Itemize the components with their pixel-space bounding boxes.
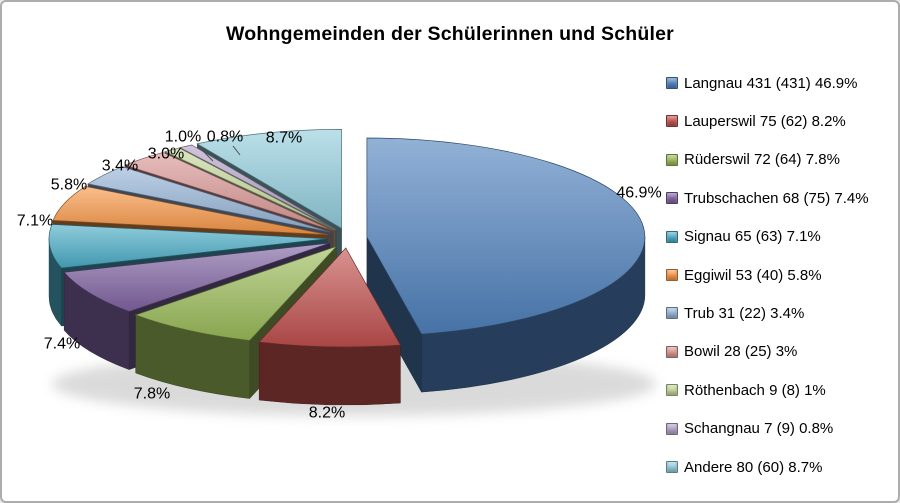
- percent-label: 8.7%: [266, 130, 302, 147]
- percent-label: 5.8%: [51, 177, 87, 194]
- percent-label: 0.8%: [207, 129, 243, 146]
- pie-slice: [179, 144, 337, 230]
- pie-slice: [123, 152, 334, 232]
- pie-slice: [163, 147, 336, 231]
- chart-title: Wohngemeinden der Schülerinnen und Schül…: [226, 23, 674, 45]
- pie-slice: [258, 247, 401, 348]
- pie-slice: [366, 137, 646, 335]
- percent-label: 3.0%: [148, 146, 184, 163]
- percent-label: 7.8%: [134, 386, 170, 403]
- pie-slice: [134, 246, 337, 341]
- percent-label: 1.0%: [165, 129, 201, 146]
- percent-label: 7.1%: [17, 213, 53, 230]
- pie-slice: [52, 186, 329, 236]
- leader-line: [232, 145, 241, 156]
- percent-label: 7.4%: [44, 336, 80, 353]
- pie-slice: [87, 166, 331, 233]
- leader-line: [197, 145, 214, 162]
- percent-label: 3.4%: [102, 158, 138, 175]
- pie-slice: [48, 224, 328, 269]
- pie-slice-wall: [258, 341, 401, 406]
- pie-slice: [196, 129, 342, 229]
- pie-slice: [63, 242, 330, 312]
- percent-label: 8.2%: [309, 405, 345, 422]
- percent-label: 46.9%: [616, 185, 661, 202]
